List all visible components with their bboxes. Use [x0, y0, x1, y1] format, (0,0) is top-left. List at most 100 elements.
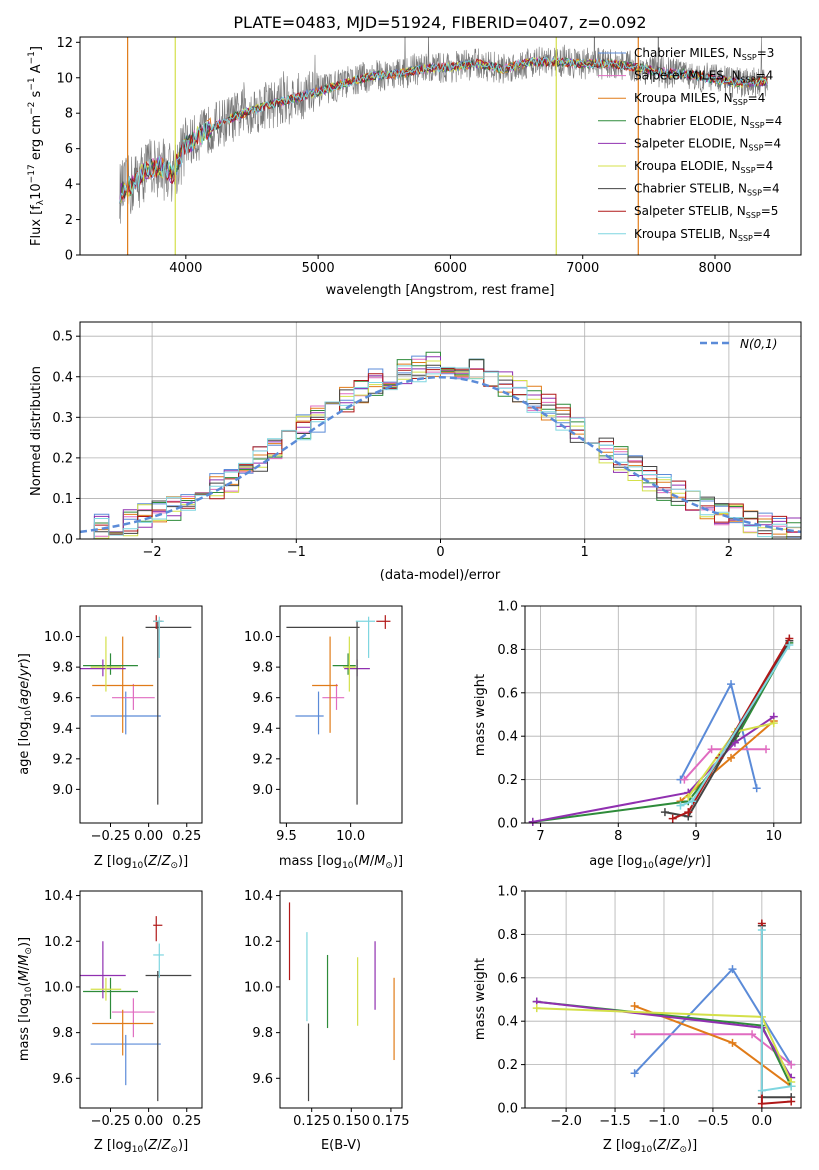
- y-tick-label: 6: [65, 142, 73, 157]
- weight-age-xlabel: age [log10(age/yr)]: [589, 854, 711, 871]
- age-z-xlabel: Z [log10(Z/Z⊙)]: [94, 854, 188, 871]
- weight-point-marker: [785, 641, 794, 650]
- y-tick-label: 0.6: [497, 686, 518, 701]
- y-tick-label: 9.8: [252, 661, 273, 676]
- y-tick-label: 0.8: [497, 643, 518, 658]
- weight-point-marker: [757, 1099, 766, 1108]
- panel-frame: [279, 890, 403, 1109]
- y-tick-label: 0: [65, 249, 73, 264]
- mass-z-ylabel: mass [log10(M/M⊙)]: [17, 937, 34, 1061]
- weight-point-marker: [727, 753, 736, 762]
- x-tick-label: −1: [287, 545, 306, 560]
- y-tick-label: 9.6: [252, 691, 273, 706]
- panel-frame: [79, 890, 203, 1109]
- weight-point-marker: [757, 1086, 766, 1095]
- x-tick-label: 2: [725, 545, 733, 560]
- gaussian-reference-curve: [80, 375, 801, 534]
- x-tick-label: 0.25: [172, 829, 201, 844]
- legend-label: Chabrier MILES, NSSP=3: [634, 46, 774, 62]
- y-tick-label: 9.8: [252, 1026, 273, 1041]
- mass-z-xlabel: Z [log10(Z/Z⊙)]: [94, 1138, 188, 1155]
- x-tick-label: −1.5: [599, 1114, 631, 1129]
- panel-frame: [79, 605, 203, 824]
- x-tick-label: 10: [766, 829, 783, 844]
- x-tick-label: −0.25: [91, 829, 131, 844]
- weight-point-marker: [660, 808, 669, 817]
- y-tick-label: 10.2: [244, 935, 273, 950]
- y-tick-label: 9.6: [52, 691, 73, 706]
- y-tick-label: 0.1: [52, 492, 73, 507]
- x-tick-label: −1.0: [648, 1114, 680, 1129]
- weight-series-line: [672, 637, 791, 820]
- y-tick-label: 4: [65, 178, 73, 193]
- residuals-ylabel: Normed distribution: [29, 366, 44, 496]
- weight-point-marker: [769, 719, 778, 728]
- weight-point-marker: [668, 814, 677, 823]
- panel-content: 7 8 9 10 0.0 0.2 0.4 0.6 0.8 1.0: [497, 600, 802, 844]
- legend-label: Kroupa ELODIE, NSSP=4: [634, 159, 773, 175]
- y-tick-label: 1.0: [497, 600, 518, 615]
- weight-vs-metallicity-panel: Z [log10(Z/Z⊙)] mass weight: [473, 958, 697, 1155]
- panel-content: −0.25 0.00 0.25 9.0 9.2 9.4 9.6 9.8 10.0: [44, 605, 203, 844]
- weight-point-marker: [684, 792, 693, 801]
- mass-vs-metallicity-panel: Z [log10(Z/Z⊙)] mass [log10(M/M⊙)]: [17, 937, 188, 1155]
- mass-vs-ebv-panel: E(B-V): [321, 1138, 361, 1153]
- weight-point-marker: [630, 1002, 639, 1011]
- y-tick-label: 10: [56, 71, 73, 86]
- age-vs-mass-panel: mass [log10(M/M⊙)]: [279, 854, 403, 871]
- y-tick-label: 10.0: [44, 980, 73, 995]
- legend-label: Kroupa MILES, NSSP=4: [634, 91, 765, 107]
- weight-series-line: [760, 930, 792, 1092]
- weight-point-marker: [787, 1082, 796, 1091]
- weight-point-marker: [630, 1069, 639, 1078]
- x-tick-label: 1: [581, 545, 589, 560]
- spectrum-legend: Chabrier MILES, NSSP=3 Salpeter MILES, NS…: [598, 46, 782, 243]
- weight-z-xlabel: Z [log10(Z/Z⊙)]: [603, 1138, 697, 1155]
- weight-age-ylabel: mass weight: [473, 674, 488, 756]
- y-tick-label: 0.6: [497, 971, 518, 986]
- y-tick-label: 9.4: [252, 722, 273, 737]
- weight-point-marker: [684, 808, 693, 817]
- x-tick-label: 4000: [169, 261, 202, 276]
- weight-point-marker: [728, 1038, 737, 1047]
- spectrum-lines: [119, 37, 769, 255]
- y-tick-label: 0.4: [52, 370, 73, 385]
- panel-content: 9.5 10.0 9.0 9.2 9.4 9.6 9.8 10.0: [244, 605, 403, 844]
- residuals-xlabel: (data-model)/error: [380, 568, 501, 583]
- spectrum-xlabel: wavelength [Angstrom, rest frame]: [326, 283, 555, 298]
- y-tick-label: 9.6: [52, 1072, 73, 1087]
- x-tick-label: 9.5: [276, 829, 297, 844]
- age-vs-metallicity-panel: Z [log10(Z/Z⊙)] age [log10(age/yr)]: [17, 653, 188, 871]
- weight-z-ylabel: mass weight: [473, 958, 488, 1040]
- x-tick-label: 0.25: [172, 1114, 201, 1129]
- y-tick-label: 9.4: [52, 722, 73, 737]
- weight-point-marker: [787, 1097, 796, 1106]
- weight-point-marker: [757, 926, 766, 935]
- spectrum-frame: [79, 36, 802, 256]
- y-tick-label: 10.0: [244, 980, 273, 995]
- residuals-frame: [79, 321, 802, 540]
- y-tick-label: 10.0: [44, 630, 73, 645]
- weight-point-marker: [727, 680, 736, 689]
- y-tick-label: 0.5: [52, 330, 73, 345]
- weight-point-marker: [680, 775, 689, 784]
- x-tick-label: 0.00: [134, 829, 163, 844]
- weight-point-marker: [707, 745, 716, 754]
- legend-label: Salpeter STELIB, NSSP=5: [634, 204, 778, 220]
- panel-content: −2.0 −1.5 −1.0 −0.5 0.0 0.0 0.2 0.4 0.6 0.8 1.0: [497, 885, 802, 1129]
- x-tick-label: 0.00: [134, 1114, 163, 1129]
- y-tick-label: 0.4: [497, 730, 518, 745]
- residual-histogram: [80, 365, 801, 539]
- residuals-panel: −2 −1 0 1 2 0.0 0.1 0.2 0.3 0.4 0.5 N(0,1) (data-m…: [29, 321, 802, 583]
- age-mass-xlabel: mass [log10(M/M⊙)]: [279, 854, 403, 871]
- y-tick-label: 0.3: [52, 411, 73, 426]
- y-tick-label: 9.6: [252, 1072, 273, 1087]
- x-tick-label: 10.0: [336, 829, 365, 844]
- x-tick-label: 5000: [302, 261, 335, 276]
- y-tick-label: 2: [65, 213, 73, 228]
- legend-label: Salpeter ELODIE, NSSP=4: [634, 136, 781, 152]
- y-tick-label: 0.0: [497, 1102, 518, 1117]
- x-tick-label: 6000: [434, 261, 467, 276]
- y-tick-label: 8: [65, 107, 73, 122]
- mass-ebv-xlabel: E(B-V): [321, 1138, 361, 1153]
